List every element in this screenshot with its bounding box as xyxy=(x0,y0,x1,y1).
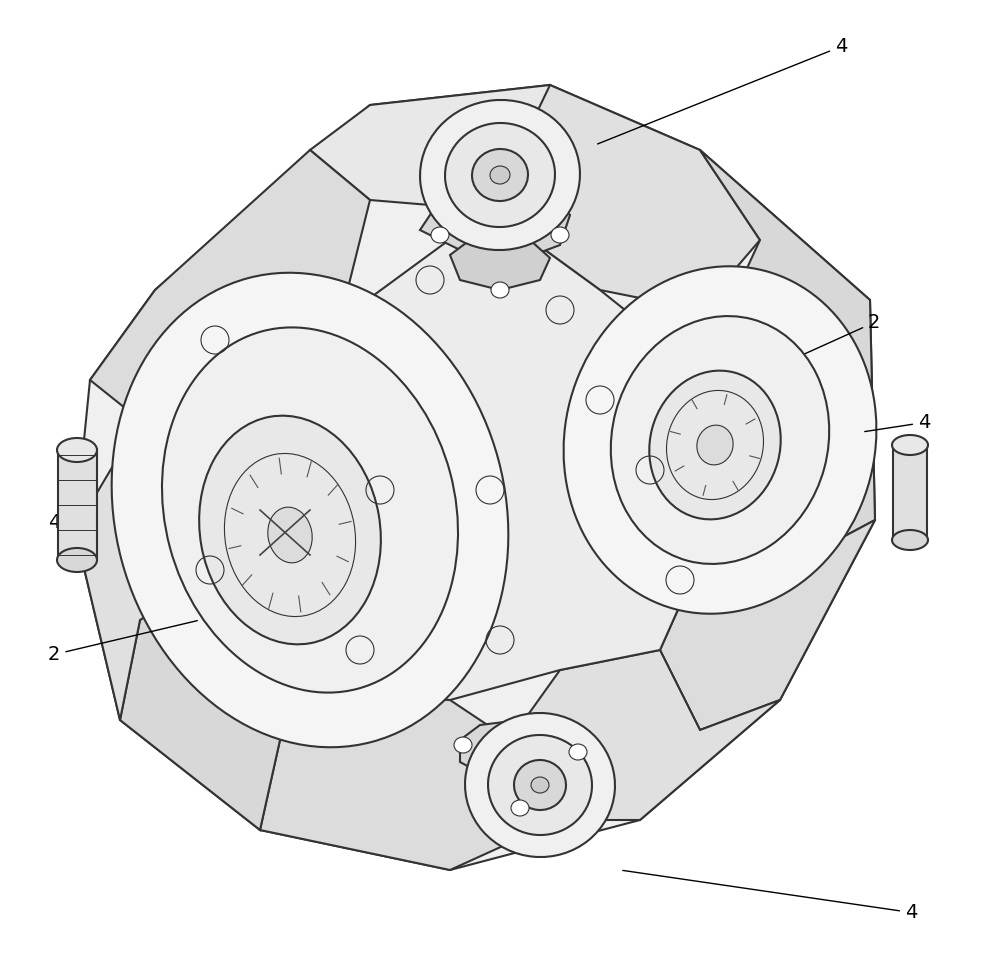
FancyBboxPatch shape xyxy=(58,448,97,562)
Polygon shape xyxy=(490,85,760,310)
Ellipse shape xyxy=(531,777,549,793)
Polygon shape xyxy=(260,690,560,870)
FancyBboxPatch shape xyxy=(893,443,927,542)
Ellipse shape xyxy=(697,425,733,465)
Polygon shape xyxy=(510,650,780,820)
Polygon shape xyxy=(120,570,310,830)
Ellipse shape xyxy=(892,530,928,550)
Ellipse shape xyxy=(431,227,449,243)
Polygon shape xyxy=(450,240,550,290)
Polygon shape xyxy=(250,210,700,700)
Ellipse shape xyxy=(199,416,381,644)
Ellipse shape xyxy=(488,735,592,835)
Ellipse shape xyxy=(511,800,529,816)
Text: 4: 4 xyxy=(598,37,847,144)
Polygon shape xyxy=(310,85,600,210)
Polygon shape xyxy=(420,185,570,260)
Ellipse shape xyxy=(649,370,781,519)
Ellipse shape xyxy=(564,267,876,613)
Ellipse shape xyxy=(420,100,580,250)
Ellipse shape xyxy=(472,149,528,201)
Ellipse shape xyxy=(569,744,587,760)
Ellipse shape xyxy=(490,166,510,184)
Text: 4: 4 xyxy=(48,513,90,532)
Ellipse shape xyxy=(514,760,566,810)
Polygon shape xyxy=(75,85,875,870)
Ellipse shape xyxy=(268,508,312,563)
Ellipse shape xyxy=(445,122,555,227)
Polygon shape xyxy=(470,768,565,810)
Text: 4: 4 xyxy=(865,413,930,432)
Polygon shape xyxy=(75,410,280,720)
Polygon shape xyxy=(460,720,590,780)
Ellipse shape xyxy=(551,227,569,243)
Ellipse shape xyxy=(112,272,508,748)
Ellipse shape xyxy=(892,435,928,455)
Text: 2: 2 xyxy=(783,313,880,364)
Ellipse shape xyxy=(611,317,829,564)
Polygon shape xyxy=(660,520,875,730)
Ellipse shape xyxy=(162,327,458,693)
Ellipse shape xyxy=(465,713,615,858)
Text: 4: 4 xyxy=(623,870,917,922)
Ellipse shape xyxy=(491,282,509,298)
Polygon shape xyxy=(90,150,370,420)
Polygon shape xyxy=(700,150,875,560)
Ellipse shape xyxy=(57,438,97,462)
Ellipse shape xyxy=(454,737,472,753)
Text: 2: 2 xyxy=(48,620,197,664)
Ellipse shape xyxy=(57,548,97,572)
